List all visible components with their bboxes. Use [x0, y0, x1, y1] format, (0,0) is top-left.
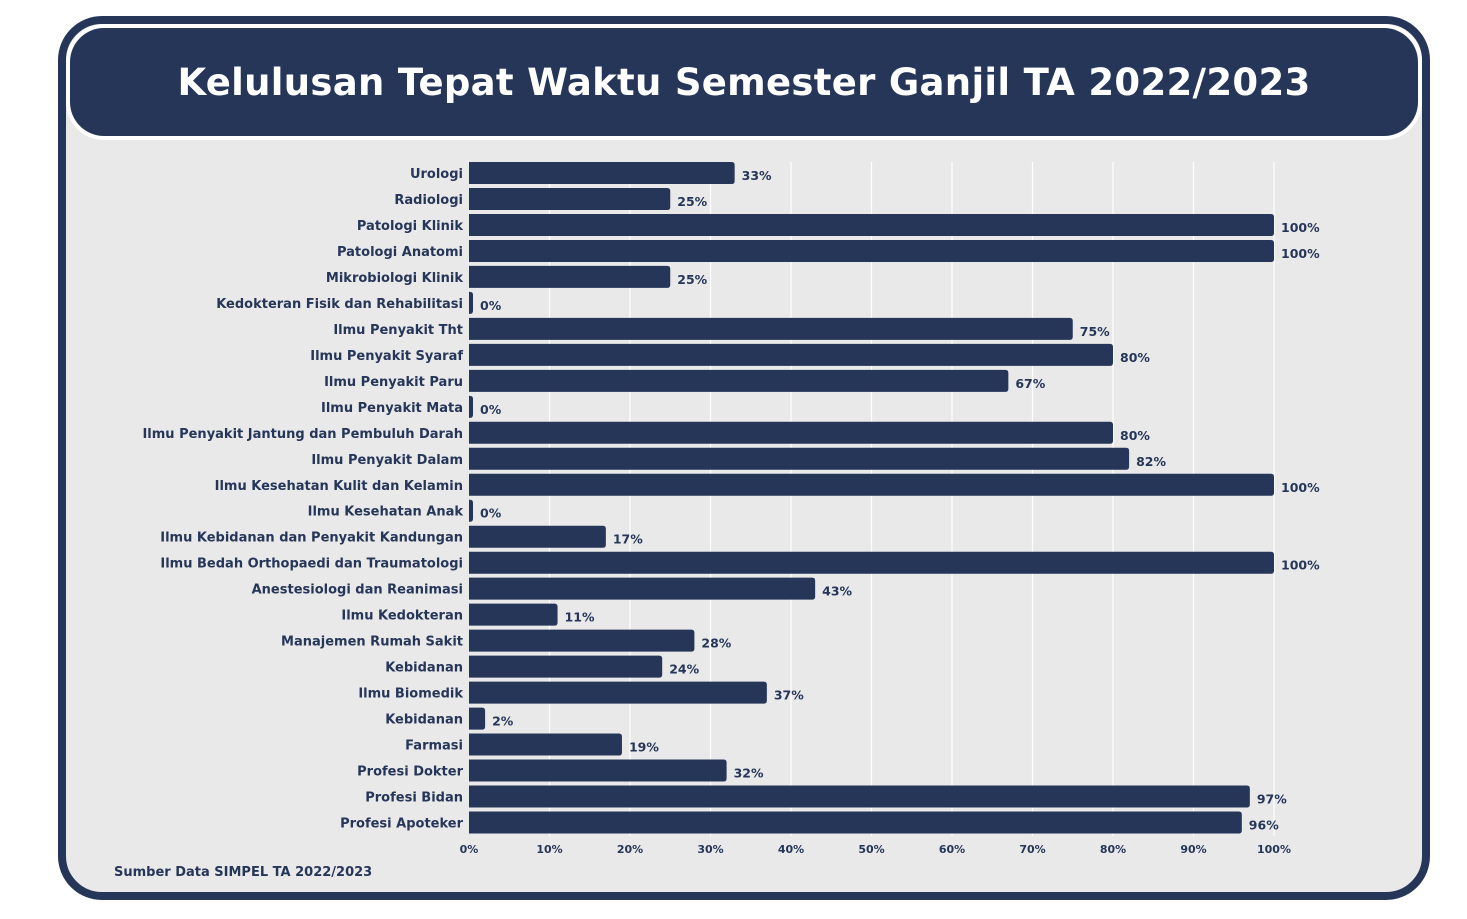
value-label: 28% [701, 636, 731, 651]
value-label: 32% [734, 766, 764, 781]
category-label: Radiologi [394, 193, 463, 208]
value-label: 37% [774, 688, 804, 703]
bar [469, 811, 1242, 834]
category-label: Kedokteran Fisik dan Rehabilitasi [216, 297, 463, 312]
gridlines [548, 162, 1275, 836]
value-label: 97% [1257, 792, 1287, 807]
category-labels: Urologi Radiologi Patologi Klinik Patologi … [142, 167, 463, 832]
value-label: 0% [480, 402, 502, 417]
category-label: Mikrobiologi Klinik [326, 271, 463, 286]
x-tick-label: 10% [536, 843, 562, 856]
bar [469, 395, 473, 418]
value-label: 11% [565, 610, 595, 625]
category-label: Ilmu Penyakit Mata [321, 401, 463, 416]
value-label: 80% [1120, 428, 1150, 443]
category-label: Profesi Bidan [365, 791, 463, 806]
value-label: 25% [677, 272, 707, 287]
category-label: Anestesiologi dan Reanimasi [252, 583, 463, 598]
x-tick-label: 70% [1019, 843, 1045, 856]
bar [469, 551, 1274, 574]
value-label: 82% [1136, 454, 1166, 469]
bar [469, 733, 622, 756]
category-label: Ilmu Penyakit Syaraf [310, 349, 463, 364]
category-label: Manajemen Rumah Sakit [281, 635, 463, 650]
x-tick-label: 90% [1180, 843, 1206, 856]
bar [469, 785, 1250, 808]
value-label: 25% [677, 194, 707, 209]
category-label: Kebidanan [385, 661, 463, 676]
value-label: 0% [480, 506, 502, 521]
category-label: Profesi Dokter [357, 765, 463, 780]
bar [469, 629, 695, 652]
value-label: 100% [1281, 480, 1320, 495]
value-label: 75% [1080, 324, 1110, 339]
x-tick-label: 30% [697, 843, 723, 856]
category-label: Ilmu Bedah Orthopaedi dan Traumatologi [160, 557, 463, 572]
bar [469, 525, 606, 548]
bar [469, 213, 1274, 236]
bar [469, 291, 473, 314]
bar [469, 577, 816, 600]
category-label: Patologi Klinik [357, 219, 463, 234]
category-label: Kebidanan [385, 713, 463, 728]
bar [469, 603, 558, 626]
bar [469, 317, 1073, 340]
bar [469, 421, 1113, 444]
value-label: 100% [1281, 246, 1320, 261]
bar [469, 759, 727, 782]
value-label: 43% [822, 584, 852, 599]
x-tick-label: 60% [939, 843, 965, 856]
category-label: Ilmu Penyakit Paru [324, 375, 463, 390]
bar [469, 369, 1009, 392]
bar [469, 162, 735, 184]
x-tick-label: 50% [858, 843, 884, 856]
x-tick-label: 100% [1257, 843, 1291, 856]
x-axis-ticks: 0% 10% 20% 30% 40% 50% 60% 70% 80% 90% 100% [460, 843, 1291, 856]
category-label: Patologi Anatomi [337, 245, 463, 260]
x-tick-label: 40% [778, 843, 804, 856]
bar [469, 343, 1113, 366]
bar [469, 499, 473, 522]
category-label: Profesi Apoteker [340, 817, 464, 832]
value-label: 96% [1249, 818, 1279, 833]
chart-card: Kelulusan Tepat Waktu Semester Ganjil TA… [58, 16, 1430, 900]
category-label: Ilmu Kebidanan dan Penyakit Kandungan [160, 531, 463, 546]
value-label: 19% [629, 740, 659, 755]
value-label: 100% [1281, 558, 1320, 573]
value-label: 100% [1281, 220, 1320, 235]
category-label: Ilmu Kedokteran [341, 609, 463, 624]
value-label: 80% [1120, 350, 1150, 365]
bar [469, 265, 671, 288]
category-label: Ilmu Penyakit Jantung dan Pembuluh Darah [142, 427, 463, 442]
bar [469, 473, 1274, 496]
value-label: 17% [613, 532, 643, 547]
value-label: 67% [1015, 376, 1045, 391]
category-label: Ilmu Penyakit Dalam [311, 453, 463, 468]
source-note: Sumber Data SIMPEL TA 2022/2023 [114, 865, 373, 880]
category-label: Ilmu Kesehatan Kulit dan Kelamin [215, 479, 463, 494]
title-banner: Kelulusan Tepat Waktu Semester Ganjil TA… [70, 28, 1418, 136]
value-label: 2% [492, 714, 514, 729]
bar [469, 187, 671, 210]
category-label: Ilmu Biomedik [358, 687, 463, 702]
x-tick-label: 20% [617, 843, 643, 856]
value-label: 0% [480, 298, 502, 313]
chart-title: Kelulusan Tepat Waktu Semester Ganjil TA… [177, 60, 1311, 104]
bars [469, 162, 1274, 834]
bar [469, 681, 767, 704]
category-label: Urologi [410, 167, 463, 182]
value-labels: 33% 25% 100% 100% 25% 0% 75% 80% 67% 0% 80% 82% 100%… [480, 168, 1320, 833]
category-label: Ilmu Kesehatan Anak [308, 505, 464, 520]
bar [469, 239, 1274, 262]
bar [469, 447, 1130, 470]
value-label: 33% [742, 168, 772, 183]
category-label: Farmasi [405, 739, 463, 754]
bar [469, 707, 486, 730]
category-label: Ilmu Penyakit Tht [333, 323, 463, 338]
x-tick-label: 80% [1100, 843, 1126, 856]
x-tick-label: 0% [460, 843, 479, 856]
value-label: 24% [669, 662, 699, 677]
bar [469, 655, 663, 678]
